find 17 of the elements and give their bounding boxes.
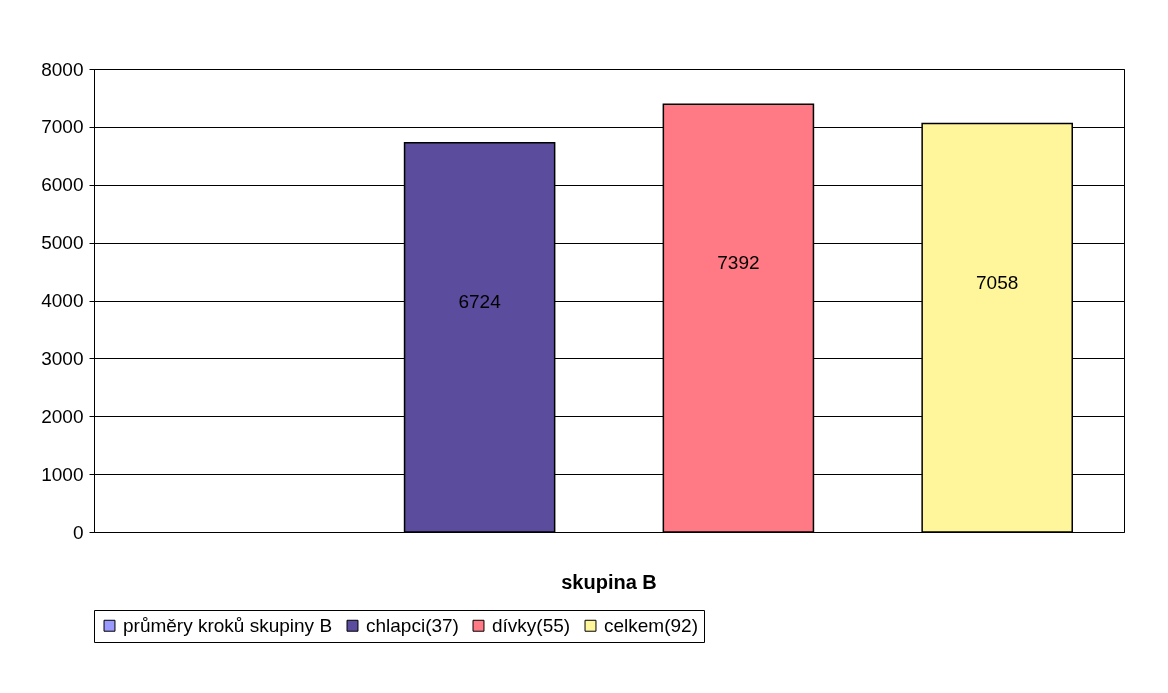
- y-tick-label: 3000: [41, 347, 84, 369]
- y-tick-label: 1000: [41, 463, 84, 485]
- legend-label: průměry kroků skupiny B: [123, 614, 333, 636]
- y-tick-label: 4000: [41, 290, 84, 311]
- y-tick-label: 7000: [41, 116, 84, 138]
- y-tick-label: 5000: [41, 232, 84, 254]
- data-label: 7392: [717, 252, 760, 274]
- legend-label: dívky(55): [492, 614, 571, 636]
- y-tick-label: 0: [72, 521, 84, 543]
- legend-label: chlapci(37): [366, 614, 459, 636]
- x-tick-label: skupina B: [561, 570, 657, 593]
- y-tick-label: 8000: [41, 58, 84, 80]
- legend-label: celkem(92): [604, 614, 698, 636]
- data-label: 6724: [458, 290, 502, 312]
- y-tick-label: 2000: [41, 405, 84, 427]
- y-tick-label: 6000: [41, 174, 84, 196]
- data-label: 7058: [976, 271, 1019, 293]
